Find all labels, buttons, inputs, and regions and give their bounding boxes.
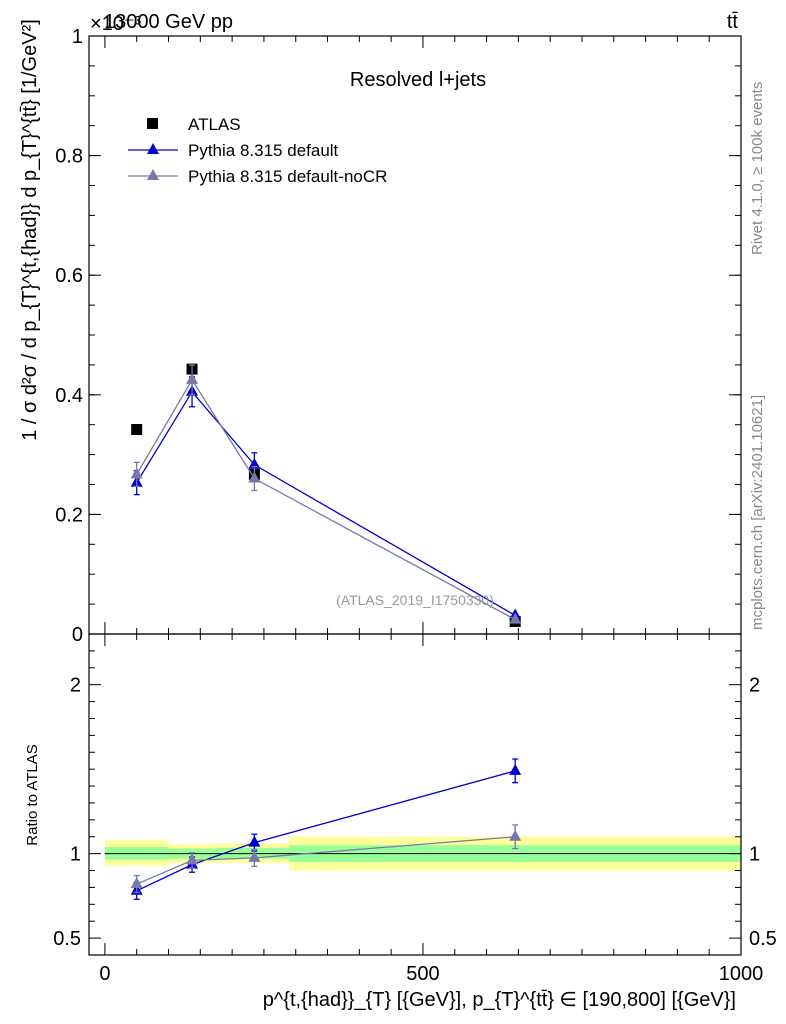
x-tick-label: 500 (406, 963, 439, 985)
beam-label: 13000 GeV pp (104, 11, 233, 33)
main-y-tick-label: 1 (72, 26, 83, 48)
x-tick-label: 1000 (719, 963, 764, 985)
rivet-label: Rivet 4.1.0, ≥ 100k events (749, 82, 766, 255)
mc-point (248, 471, 261, 483)
legend-default-label: Pythia 8.315 default (188, 141, 339, 160)
ratio-point (186, 853, 199, 865)
ratio-y-tick-label: 2 (70, 675, 81, 697)
main-y-tick-label: 0 (72, 624, 83, 646)
exponent-label: ×10⁻³ (90, 13, 141, 35)
main-frame (88, 35, 742, 635)
ratio-y-tick-label-right: 1 (749, 844, 760, 866)
series-0 (131, 363, 521, 627)
mc-point (509, 612, 522, 624)
ratio-frame (88, 633, 742, 956)
ratio-panel: 0.5 0.5 1 1 2 2 0 500 1000 Ratio to ATLAS p^{t,{… (24, 633, 777, 1011)
ratio-y-tick-label-right: 2 (749, 675, 760, 697)
ratio-y-tick-label: 0.5 (53, 928, 81, 950)
legend-atlas-label: ATLAS (188, 115, 241, 134)
legend: ATLAS Pythia 8.315 default Pythia 8.315 … (128, 115, 387, 186)
legend-nocr-marker (147, 169, 159, 180)
series-2 (130, 364, 522, 624)
main-y-tick-label: 0.8 (55, 146, 83, 168)
ratio-series-line (136, 836, 516, 885)
main-y-tick-label: 0.2 (55, 504, 83, 526)
main-watermark: (ATLAS_2019_I1750330) (336, 592, 494, 608)
legend-atlas-marker (147, 118, 158, 129)
atlas-point (131, 423, 143, 435)
main-ylabel: 1 / σ d²σ / d p_{T}^{t,{had}} d p_{T}^{t… (19, 19, 41, 441)
ratio-point (130, 877, 143, 889)
ratio-series-1 (130, 824, 522, 894)
ratio-point (248, 850, 261, 862)
main-title: Resolved l+jets (350, 69, 486, 91)
ratio-series-line (136, 770, 516, 892)
mcplots-label: mcplots.cern.ch [arXiv:2401.10621] (749, 395, 766, 630)
ratio-ylabel: Ratio to ATLAS (24, 744, 41, 845)
main-y-tick-label: 0.6 (55, 265, 83, 287)
ratio-point (509, 763, 522, 775)
ratio-y-tick-label-right: 0.5 (749, 928, 777, 950)
mc-point (130, 467, 143, 479)
series-line (136, 378, 516, 621)
legend-default-marker (147, 143, 159, 154)
process-label: tt̄ (727, 11, 739, 33)
ratio-xlabel: p^{t,{had}}_{T} [{GeV}], p_{T}^{tt̄} ∈ [… (263, 989, 736, 1011)
x-tick-label: 0 (99, 963, 110, 985)
ratio-y-tick-label: 1 (70, 844, 81, 866)
series-line (136, 390, 516, 617)
main-y-tick-label: 0.4 (55, 385, 83, 407)
series-1 (130, 376, 522, 620)
legend-nocr-label: Pythia 8.315 default-noCR (188, 167, 387, 186)
ratio-point (248, 835, 261, 847)
ratio-series-0 (130, 758, 522, 900)
ratio-point (509, 829, 522, 841)
mc-point (186, 372, 199, 384)
main-panel: 0 0.2 0.4 0.6 0.8 1 Resolved l+jets (ATLAS_20… (19, 19, 742, 646)
